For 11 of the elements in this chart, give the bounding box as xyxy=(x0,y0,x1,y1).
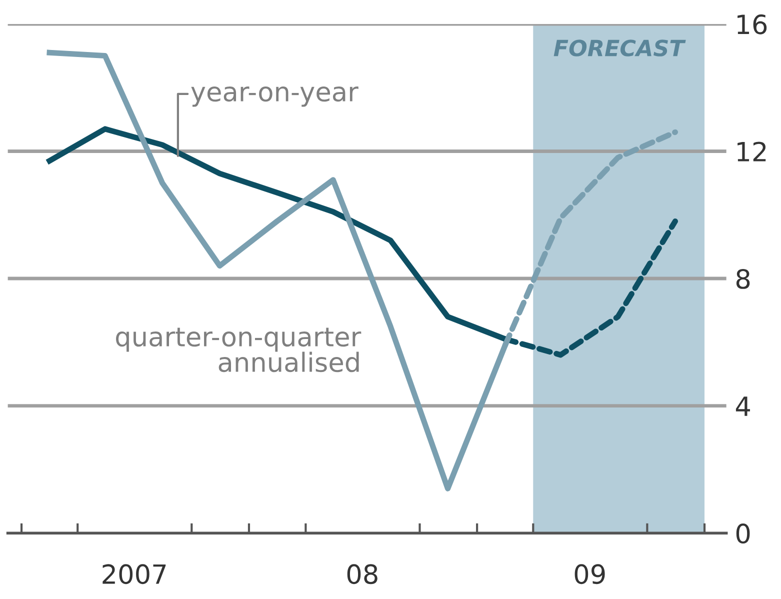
x-tick-label: 2007 xyxy=(102,564,166,584)
series-label: year-on-year xyxy=(191,86,358,107)
series-label: quarter-on-quarter annualised xyxy=(116,328,362,372)
y-tick-label: 16 xyxy=(738,14,767,34)
x-tick-label: 09 xyxy=(574,564,605,584)
y-tick-label: 12 xyxy=(738,142,766,162)
x-tick-label: 08 xyxy=(347,564,378,584)
y-tick-label: 4 xyxy=(736,396,750,416)
y-tick-label: 8 xyxy=(736,268,750,289)
y-tick-label: 0 xyxy=(736,524,750,544)
band-label: FORECAST xyxy=(554,40,686,56)
